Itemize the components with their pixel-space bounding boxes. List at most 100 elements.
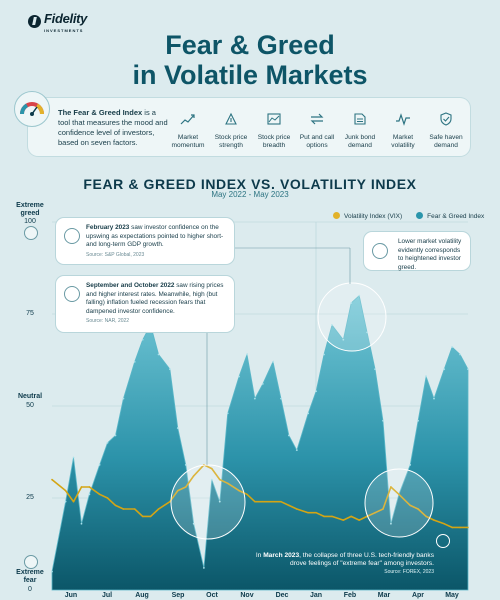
- vix-point: [296, 508, 298, 510]
- x-tick-may: May: [445, 592, 459, 599]
- vix-point: [106, 497, 109, 499]
- fg-point: [246, 353, 248, 356]
- volatility-icon: [396, 113, 410, 126]
- factor-market-momentum: Market momentum: [166, 112, 210, 150]
- fg-point: [98, 463, 101, 466]
- vix-point: [192, 475, 195, 477]
- fg-point: [443, 368, 446, 371]
- x-tick-sep: Sep: [171, 592, 185, 599]
- fidelity-logo: Fidelity INVESTMENTS: [28, 10, 87, 33]
- bank-icon: [436, 534, 450, 548]
- vix-point: [72, 500, 75, 503]
- factor-label: Market momentum: [171, 134, 205, 149]
- interest-rate-icon: [64, 286, 80, 302]
- vix-point: [350, 515, 353, 518]
- x-tick-jan: Jan: [309, 592, 323, 599]
- fg-point: [315, 390, 318, 393]
- fg-point: [358, 294, 361, 297]
- vix-point: [342, 519, 345, 521]
- fg-points: [51, 294, 469, 573]
- fg-point: [88, 493, 91, 496]
- fg-point: [133, 360, 136, 363]
- fg-point: [425, 375, 427, 378]
- callout-sepoct-source: Source: NAR, 2022: [86, 318, 130, 325]
- fg-point: [202, 567, 205, 569]
- fg-point: [467, 368, 469, 371]
- vix-point: [254, 500, 256, 503]
- vix-point: [211, 467, 213, 470]
- gauge-icon: [14, 91, 50, 127]
- fg-point: [409, 463, 412, 466]
- fg-point: [288, 434, 290, 437]
- vix-point: [425, 515, 427, 518]
- x-tick-mar: Mar: [377, 592, 391, 599]
- factor-volatility: Market volatility: [381, 112, 425, 150]
- ring-feb: [317, 282, 387, 352]
- info-box: [28, 98, 470, 156]
- vix-point: [315, 511, 317, 514]
- vix-point: [51, 478, 53, 481]
- factor-safe-haven: Safe haven demand: [424, 112, 468, 150]
- vix-point: [280, 500, 282, 503]
- factor-junk-bond: Junk bond demand: [338, 112, 382, 150]
- callout-feb-2023: February 2023 saw investor confidence on…: [56, 218, 234, 264]
- fg-point: [280, 397, 282, 400]
- brand-name: Fidelity: [44, 11, 88, 26]
- vix-point: [122, 508, 125, 510]
- vix-point: [80, 486, 83, 488]
- legend-item-vix: Volatility Index (VIX): [333, 212, 402, 220]
- fg-point: [238, 375, 240, 378]
- fg-point: [72, 456, 75, 459]
- ring-mar: [364, 468, 434, 538]
- fg-point: [168, 368, 171, 371]
- vix-point: [114, 504, 117, 507]
- vix-point: [382, 508, 384, 510]
- fg-point: [218, 500, 221, 503]
- legend-swatch-fg: [416, 212, 424, 219]
- vix-point: [409, 504, 411, 507]
- callout-march-source: Source: FOREX, 2023: [384, 569, 434, 575]
- vix-point: [417, 508, 419, 510]
- factor-stock-breadth: Stock price breadth: [252, 112, 296, 150]
- callout-feb-bold: February 2023: [86, 224, 130, 231]
- fg-area: [51, 294, 469, 591]
- fg-point: [433, 397, 435, 400]
- vix-point: [133, 508, 136, 510]
- legend-label-vix: Volatility Index (VIX): [344, 213, 403, 220]
- fg-point: [80, 522, 83, 525]
- fg-point: [210, 478, 213, 481]
- vix-series: [51, 464, 469, 529]
- chart-subtitle: May 2022 - May 2023: [211, 190, 289, 199]
- vix-point: [451, 526, 453, 529]
- fg-point: [253, 397, 256, 400]
- vix-point: [149, 515, 152, 518]
- fg-point: [390, 522, 392, 525]
- fg-point: [261, 383, 264, 385]
- vix-point: [443, 522, 445, 525]
- callout-feb-source: Source: S&P Global, 2023: [86, 251, 145, 258]
- vix-point: [177, 489, 179, 492]
- callout-sepoct-text: saw rising prices and higher interest ra…: [86, 282, 224, 315]
- intro-rest: is a tool that measures the mood and con…: [58, 108, 168, 147]
- y-label-extreme-fear: Extreme fear: [16, 569, 44, 584]
- vix-point: [141, 515, 144, 518]
- vix-point: [262, 500, 264, 503]
- fg-series: [51, 294, 469, 591]
- y-tick-0: 0: [28, 586, 32, 593]
- callout-march-2023: In March 2023, the collapse of three U.S…: [250, 552, 434, 576]
- fidelity-logo-mark: [28, 15, 41, 28]
- y-tick-75: 75: [26, 310, 34, 317]
- vix-point: [398, 493, 400, 496]
- y-tick-25: 25: [26, 494, 34, 501]
- fg-point: [272, 360, 274, 363]
- page-title-line2: in Volatile Markets: [132, 60, 368, 90]
- junk-bond-icon: [354, 113, 366, 125]
- x-tick-aug: Aug: [135, 592, 149, 599]
- intro-bold: The Fear & Greed Index: [58, 108, 143, 117]
- fg-point: [451, 346, 454, 349]
- stock-strength-icon: [225, 112, 237, 125]
- vix-point: [98, 493, 101, 496]
- vix-point: [433, 519, 435, 521]
- factor-stock-strength: Stock price strength: [209, 112, 253, 150]
